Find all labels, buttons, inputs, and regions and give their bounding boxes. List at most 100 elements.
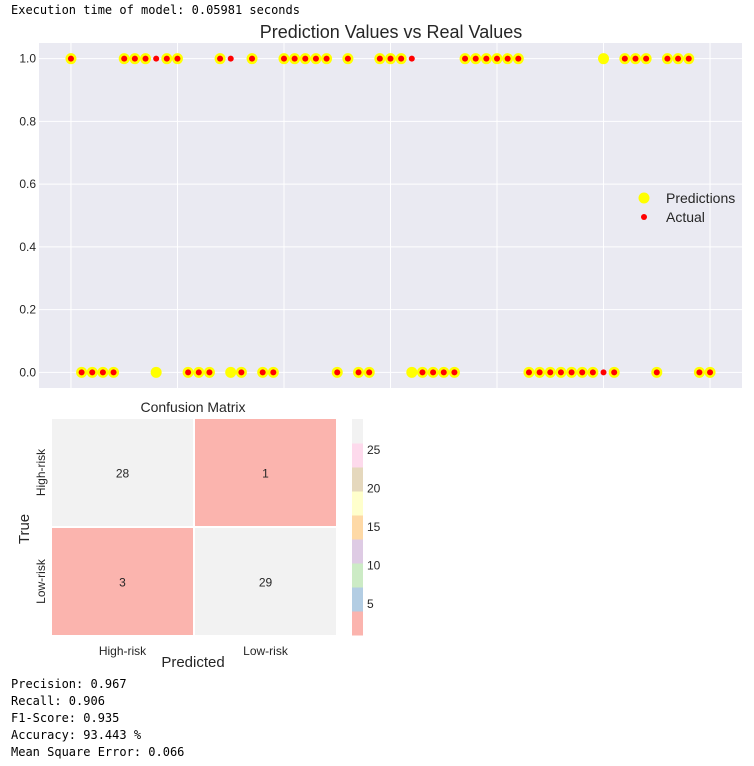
legend-predictions-marker <box>638 192 650 204</box>
cm-x-tick-label: High-risk <box>99 644 147 658</box>
x-tick-label: 50 <box>597 395 611 396</box>
y-tick-label: 1.0 <box>19 52 36 66</box>
x-tick-label: 0 <box>68 395 75 396</box>
actual-point <box>483 55 490 62</box>
cm-xlabel: Predicted <box>161 654 224 671</box>
actual-point <box>312 55 319 62</box>
metric-precision: Precision: 0.967 <box>11 677 127 691</box>
actual-point <box>366 369 373 376</box>
actual-point <box>589 369 596 376</box>
colorbar-segment <box>352 611 363 636</box>
actual-point <box>67 55 74 62</box>
actual-point <box>675 55 682 62</box>
x-tick-label: 10 <box>171 395 185 396</box>
actual-point <box>270 369 277 376</box>
actual-point <box>142 55 149 62</box>
prediction-point <box>150 366 162 378</box>
actual-point <box>568 369 575 376</box>
actual-point <box>653 369 660 376</box>
actual-point <box>131 55 138 62</box>
scatter-title: Prediction Values vs Real Values <box>260 22 522 42</box>
actual-point <box>536 369 543 376</box>
actual-point <box>419 369 426 376</box>
actual-point <box>291 55 298 62</box>
actual-point <box>451 369 458 376</box>
actual-point <box>217 55 224 62</box>
prediction-point <box>598 53 610 65</box>
cm-x-tick-label: Low-risk <box>243 644 289 658</box>
prediction-point <box>225 366 237 378</box>
scatter-chart: Prediction Values vs Real Values 0 10 20 30… <box>19 22 742 396</box>
actual-point <box>334 369 341 376</box>
y-tick-label: 0.8 <box>19 114 36 128</box>
y-tick-label: 0.2 <box>19 303 36 317</box>
colorbar-tick-label: 15 <box>367 520 381 534</box>
actual-point <box>440 369 447 376</box>
actual-point <box>227 55 234 62</box>
colorbar-segment <box>352 491 363 516</box>
actual-point <box>398 55 405 62</box>
actual-point <box>280 55 287 62</box>
x-tick-label: 30 <box>384 395 398 396</box>
y-tick-label: 0.0 <box>19 365 36 379</box>
actual-point <box>121 55 128 62</box>
legend-actual-label: Actual <box>666 209 705 225</box>
colorbar-segment <box>352 563 363 588</box>
colorbar-tick-label: 20 <box>367 481 381 495</box>
metric-f1-score: F1-Score: 0.935 <box>11 711 120 725</box>
metric-mse: Mean Square Error: 0.066 <box>11 745 185 759</box>
actual-point <box>238 369 245 376</box>
colorbar-tick-label: 5 <box>367 597 374 611</box>
actual-point <box>323 55 330 62</box>
x-tick-label: 60 <box>703 395 717 396</box>
actual-point <box>472 55 479 62</box>
actual-point <box>153 55 160 62</box>
x-tick-label: 40 <box>490 395 504 396</box>
actual-point <box>99 369 106 376</box>
metric-accuracy: Accuracy: 93.443 % <box>11 728 142 742</box>
legend-predictions-label: Predictions <box>666 190 735 206</box>
cm-cell <box>195 419 336 526</box>
actual-point <box>515 55 522 62</box>
metrics-panel: Precision: 0.967 Recall: 0.906 F1-Score:… <box>11 676 184 761</box>
cm-cell <box>52 528 193 635</box>
metric-recall: Recall: 0.906 <box>11 694 105 708</box>
cm-cell <box>195 528 336 635</box>
actual-point <box>557 369 564 376</box>
actual-point <box>408 55 415 62</box>
actual-point <box>664 55 671 62</box>
actual-point <box>355 369 362 376</box>
colorbar-segment <box>352 539 363 564</box>
cm-cell-value: 28 <box>116 467 130 481</box>
actual-point <box>643 55 650 62</box>
actual-point <box>621 55 628 62</box>
actual-point <box>579 369 586 376</box>
colorbar-segment <box>352 587 363 612</box>
cm-title: Confusion Matrix <box>140 399 245 415</box>
actual-point <box>206 369 213 376</box>
cm-colorbar: 5 10 15 20 25 <box>352 419 381 636</box>
colorbar-segment <box>352 467 363 492</box>
actual-point <box>430 369 437 376</box>
actual-point <box>707 369 714 376</box>
actual-point <box>110 369 117 376</box>
cm-y-tick-label: Low-risk <box>34 558 48 604</box>
confusion-matrix-chart: Confusion Matrix 28 1 3 29 High-risk Low-ris… <box>16 399 381 671</box>
actual-point <box>632 55 639 62</box>
actual-point <box>259 369 266 376</box>
actual-point <box>547 369 554 376</box>
x-tick-label: 20 <box>277 395 291 396</box>
actual-point <box>174 55 181 62</box>
actual-point <box>525 369 532 376</box>
actual-point <box>344 55 351 62</box>
actual-point <box>600 369 607 376</box>
actual-point <box>185 369 192 376</box>
actual-point <box>78 369 85 376</box>
actual-point <box>494 55 501 62</box>
actual-point <box>462 55 469 62</box>
actual-point <box>696 369 703 376</box>
y-tick-label: 0.6 <box>19 177 36 191</box>
actual-point <box>611 369 618 376</box>
actual-point <box>89 369 96 376</box>
actual-point <box>163 55 170 62</box>
